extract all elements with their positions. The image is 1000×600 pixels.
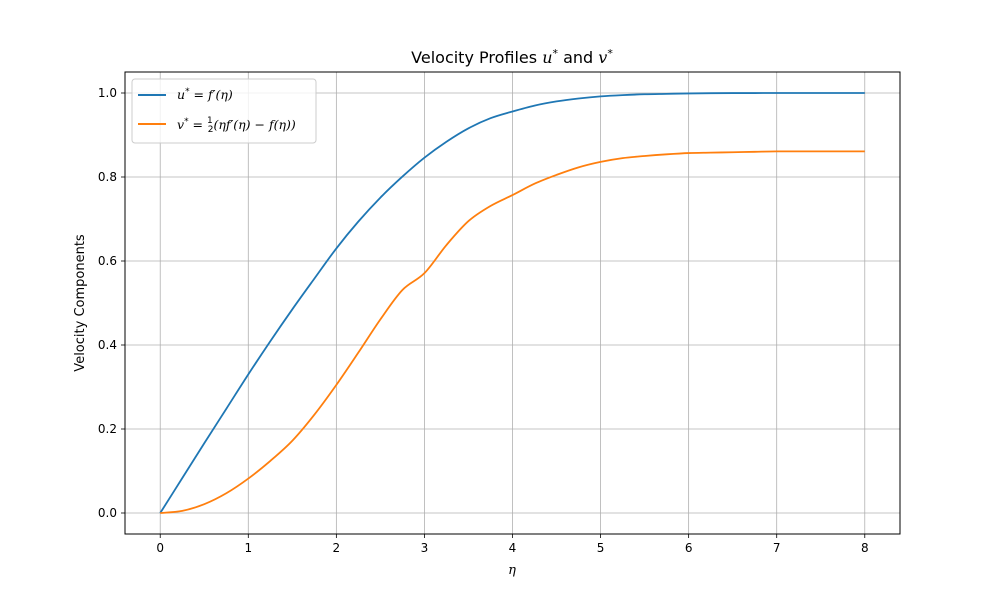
legend-label-u: u* = f′(η) [177,87,233,102]
u-star-series-line [159,92,865,514]
legend-box [131,78,317,144]
legend: u* = f′(η) v* = 1 2(ηf′(η) − f(η)) [131,78,317,144]
series-lines [159,92,865,514]
title-u: u [542,48,552,67]
chart-title: Velocity Profiles u* and v* [411,47,613,67]
legend-u-eq: = [190,87,208,102]
x-tick-label: 4 [509,541,517,555]
axis-ticks: 0 1 2 3 4 5 6 7 80.00.20.40.60.81.0 [98,86,869,555]
y-tick-label: 0.0 [98,506,117,520]
legend-u-rhs: f′(η) [207,87,233,102]
x-axis-label: η [508,563,516,578]
x-tick-label: 6 [685,541,693,555]
legend-label-v: v* = 1 2(ηf′(η) − f(η)) [177,116,296,135]
title-and: and [558,48,598,67]
legend-v-lhs: v [177,117,184,132]
legend-v-rhs: (ηf′(η) − f(η)) [213,117,295,132]
legend-v-frac-num: 1 [207,116,213,126]
title-prefix: Velocity Profiles [411,48,542,67]
title-v-star: * [607,47,613,60]
legend-u-lhs: u [177,87,185,102]
y-axis-label: Velocity Components [73,234,88,372]
legend-v-eq: = [189,117,207,132]
x-tick-label: 5 [597,541,605,555]
y-tick-label: 0.8 [98,170,117,184]
v-star-series-line [160,150,865,514]
title-u-star: * [553,47,559,60]
x-tick-label: 3 [421,541,429,555]
y-tick-label: 0.2 [98,422,117,436]
x-tick-label: 2 [333,541,341,555]
y-tick-label: 0.6 [98,254,117,268]
y-tick-label: 0.4 [98,338,117,352]
legend-u-star: * [185,87,190,97]
x-tick-label: 7 [773,541,781,555]
x-tick-label: 1 [244,541,252,555]
legend-v-star: * [184,117,189,127]
legend-v-frac-den: 2 [208,125,214,135]
title-v: v [598,48,607,67]
y-tick-label: 1.0 [98,86,117,100]
x-tick-label: 0 [156,541,164,555]
x-tick-label: 8 [861,541,869,555]
